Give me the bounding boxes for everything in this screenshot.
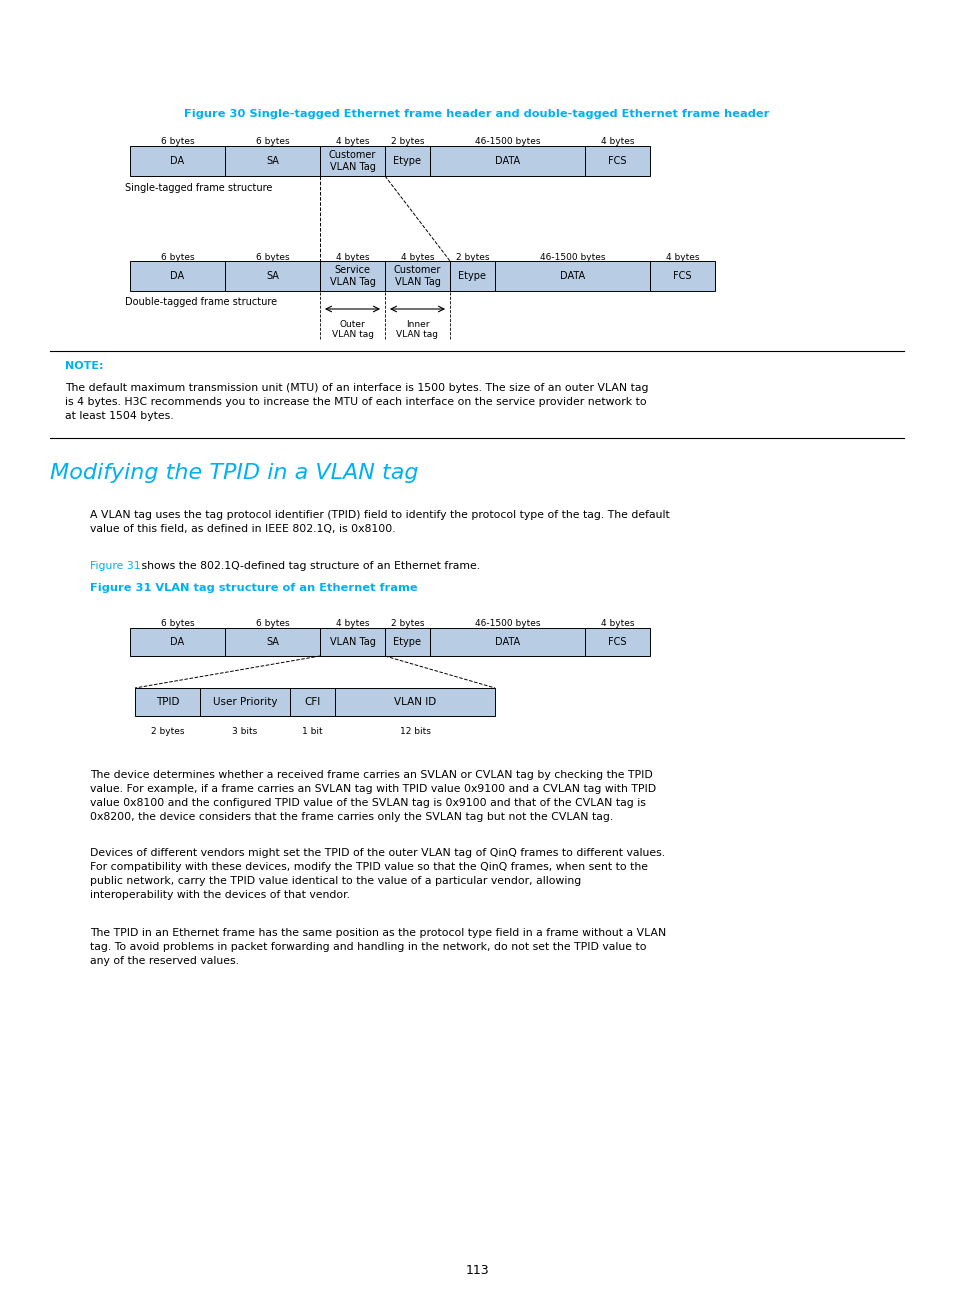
Text: CFI: CFI — [304, 697, 320, 708]
Bar — [319, 260, 385, 292]
Text: SA: SA — [266, 156, 278, 166]
Text: DA: DA — [171, 638, 184, 647]
Text: 4 bytes: 4 bytes — [335, 254, 369, 263]
Bar — [385, 260, 450, 292]
Text: Etype: Etype — [393, 156, 421, 166]
Text: 6 bytes: 6 bytes — [255, 254, 289, 263]
Text: The default maximum transmission unit (MTU) of an interface is 1500 bytes. The s: The default maximum transmission unit (M… — [65, 384, 648, 421]
Text: 46-1500 bytes: 46-1500 bytes — [539, 254, 604, 263]
Text: 6 bytes: 6 bytes — [160, 618, 194, 627]
Text: 1 bit: 1 bit — [302, 727, 322, 736]
Text: FCS: FCS — [608, 638, 626, 647]
Text: SA: SA — [266, 271, 278, 281]
Text: Devices of different vendors might set the TPID of the outer VLAN tag of QinQ fr: Devices of different vendors might set t… — [90, 848, 664, 899]
Bar — [225, 260, 319, 292]
Bar — [495, 260, 649, 292]
Bar — [385, 146, 430, 176]
Bar — [649, 260, 714, 292]
Text: FCS: FCS — [608, 156, 626, 166]
Text: User Priority: User Priority — [213, 697, 277, 708]
Text: 4 bytes: 4 bytes — [335, 136, 369, 145]
Text: The device determines whether a received frame carries an SVLAN or CVLAN tag by : The device determines whether a received… — [90, 770, 656, 822]
Text: DATA: DATA — [559, 271, 584, 281]
Text: 113: 113 — [465, 1265, 488, 1278]
Bar — [430, 629, 584, 656]
Bar — [430, 146, 584, 176]
Text: DATA: DATA — [495, 638, 519, 647]
Text: Figure 30 Single-tagged Ethernet frame header and double-tagged Ethernet frame h: Figure 30 Single-tagged Ethernet frame h… — [184, 109, 769, 119]
Text: NOTE:: NOTE: — [65, 362, 103, 371]
Text: 4 bytes: 4 bytes — [335, 618, 369, 627]
Text: 4 bytes: 4 bytes — [600, 618, 634, 627]
Text: Single-tagged frame structure: Single-tagged frame structure — [125, 183, 273, 193]
Text: 2 bytes: 2 bytes — [391, 618, 424, 627]
Bar — [584, 629, 649, 656]
Text: Etype: Etype — [458, 271, 486, 281]
Text: 6 bytes: 6 bytes — [160, 254, 194, 263]
Text: 6 bytes: 6 bytes — [255, 618, 289, 627]
Text: 3 bits: 3 bits — [233, 727, 257, 736]
Bar — [319, 629, 385, 656]
Bar — [130, 629, 225, 656]
Bar — [135, 688, 200, 715]
Text: Service
VLAN Tag: Service VLAN Tag — [329, 266, 375, 286]
Text: Figure 31 VLAN tag structure of an Ethernet frame: Figure 31 VLAN tag structure of an Ether… — [90, 583, 417, 594]
Text: 6 bytes: 6 bytes — [160, 136, 194, 145]
Bar — [319, 146, 385, 176]
Bar — [450, 260, 495, 292]
Text: Customer
VLAN Tag: Customer VLAN Tag — [394, 266, 440, 286]
Text: Outer
VLAN tag: Outer VLAN tag — [331, 320, 374, 340]
Text: A VLAN tag uses the tag protocol identifier (TPID) field to identify the protoco: A VLAN tag uses the tag protocol identif… — [90, 511, 669, 534]
Text: 46-1500 bytes: 46-1500 bytes — [475, 136, 539, 145]
Text: 4 bytes: 4 bytes — [600, 136, 634, 145]
Bar — [385, 629, 430, 656]
Text: 2 bytes: 2 bytes — [456, 254, 489, 263]
Text: DATA: DATA — [495, 156, 519, 166]
Text: Customer
VLAN Tag: Customer VLAN Tag — [329, 150, 375, 172]
Bar — [225, 146, 319, 176]
Bar — [130, 146, 225, 176]
Bar — [225, 629, 319, 656]
Text: Inner
VLAN tag: Inner VLAN tag — [396, 320, 438, 340]
Bar — [200, 688, 290, 715]
Text: The TPID in an Ethernet frame has the same position as the protocol type field i: The TPID in an Ethernet frame has the sa… — [90, 928, 665, 966]
Bar — [335, 688, 495, 715]
Text: Figure 31: Figure 31 — [90, 561, 140, 572]
Bar — [584, 146, 649, 176]
Text: VLAN ID: VLAN ID — [394, 697, 436, 708]
Text: 6 bytes: 6 bytes — [255, 136, 289, 145]
Text: 12 bits: 12 bits — [399, 727, 430, 736]
Text: TPID: TPID — [155, 697, 179, 708]
Text: Etype: Etype — [393, 638, 421, 647]
Bar — [290, 688, 335, 715]
Text: 4 bytes: 4 bytes — [400, 254, 434, 263]
Text: VLAN Tag: VLAN Tag — [329, 638, 375, 647]
Text: 2 bytes: 2 bytes — [151, 727, 184, 736]
Text: 4 bytes: 4 bytes — [665, 254, 699, 263]
Text: 46-1500 bytes: 46-1500 bytes — [475, 618, 539, 627]
Bar — [130, 260, 225, 292]
Text: FCS: FCS — [673, 271, 691, 281]
Text: SA: SA — [266, 638, 278, 647]
Text: DA: DA — [171, 271, 184, 281]
Text: DA: DA — [171, 156, 184, 166]
Text: shows the 802.1Q-defined tag structure of an Ethernet frame.: shows the 802.1Q-defined tag structure o… — [138, 561, 479, 572]
Text: Modifying the TPID in a VLAN tag: Modifying the TPID in a VLAN tag — [50, 463, 418, 483]
Text: 2 bytes: 2 bytes — [391, 136, 424, 145]
Text: Double-tagged frame structure: Double-tagged frame structure — [125, 297, 276, 307]
